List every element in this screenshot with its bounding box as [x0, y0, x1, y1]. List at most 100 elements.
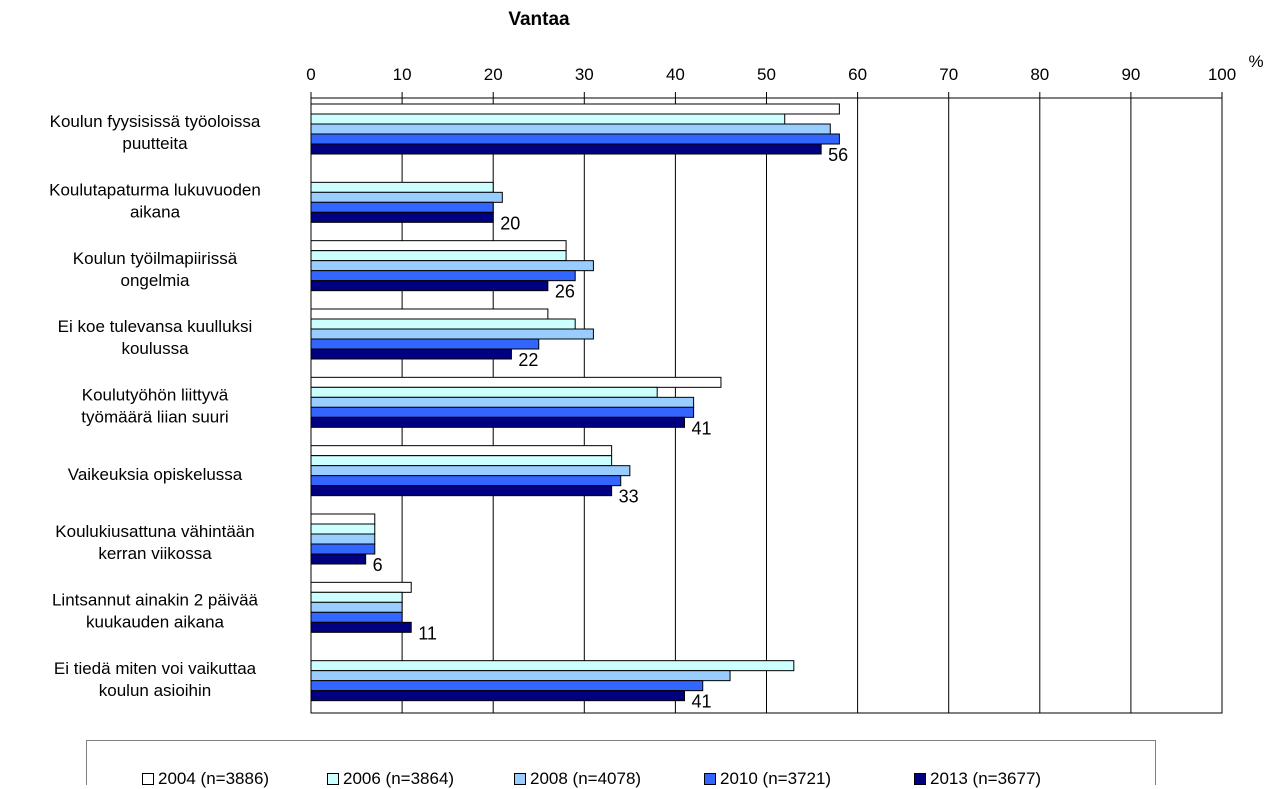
- category-label: aikana: [130, 203, 181, 222]
- legend-swatch: [327, 773, 339, 785]
- data-label: 41: [692, 418, 712, 438]
- category-label: kuukauden aikana: [86, 613, 225, 632]
- bar: [310, 348, 512, 360]
- bars: [310, 103, 840, 702]
- bar: [310, 660, 795, 672]
- category-label: koulun asioihin: [99, 681, 211, 700]
- bar: [310, 260, 594, 272]
- bar: [310, 113, 786, 125]
- bar: [310, 318, 576, 330]
- legend-swatch: [704, 773, 716, 785]
- bar: [310, 533, 376, 545]
- tick-label: 80: [1030, 65, 1049, 84]
- bar: [310, 211, 494, 223]
- legend-label: 2013 (n=3677): [930, 769, 1042, 788]
- bar: [310, 690, 686, 702]
- data-label: 26: [555, 282, 575, 302]
- tick-label: 20: [484, 65, 503, 84]
- bar: [310, 250, 567, 262]
- bar: [310, 465, 631, 477]
- category-labels: Koulun fyysisissä työoloissa puutteita Kou…: [49, 112, 261, 700]
- bar: [310, 386, 658, 398]
- bar: [310, 581, 412, 593]
- legend-item: 2006 (n=3864): [327, 769, 454, 789]
- tick-label: 60: [848, 65, 867, 84]
- category-label: Ei koe tulevansa kuulluksi: [58, 317, 253, 336]
- tick-label: 50: [757, 65, 776, 84]
- category-label: työmäärä liian suuri: [81, 408, 228, 427]
- tick-label: 100: [1208, 65, 1236, 84]
- bar: [310, 328, 594, 340]
- legend-label: 2006 (n=3864): [343, 769, 455, 788]
- tick-label: 10: [393, 65, 412, 84]
- data-label: 6: [373, 555, 383, 575]
- legend-item: 2008 (n=4078): [514, 769, 641, 789]
- bar: [310, 338, 540, 350]
- bar: [310, 670, 731, 682]
- category-label: Koulutyöhön liittyvä: [82, 386, 229, 405]
- category-label: kerran viikossa: [98, 544, 212, 563]
- plot-frame: [310, 97, 1223, 714]
- tick-label: 30: [575, 65, 594, 84]
- legend-swatch: [142, 773, 154, 785]
- unit-label: %: [1248, 52, 1263, 71]
- legend-swatch: [914, 773, 926, 785]
- bar: [310, 270, 576, 282]
- bar: [310, 280, 549, 292]
- bar: [310, 181, 494, 193]
- category-label: Koulutapaturma lukuvuoden: [49, 181, 261, 200]
- legend-swatch: [514, 773, 526, 785]
- data-label: 56: [828, 145, 848, 165]
- legend-item: 2004 (n=3886): [142, 769, 269, 789]
- data-label: 11: [418, 623, 437, 643]
- bar: [310, 621, 412, 633]
- category-label: ongelmia: [121, 271, 191, 290]
- category-label: Koulun fyysisissä työoloissa: [50, 112, 261, 131]
- data-label: 41: [692, 692, 712, 712]
- bar: [310, 513, 376, 525]
- bar: [310, 123, 831, 135]
- bar: [310, 523, 376, 535]
- bar: [310, 191, 503, 203]
- bar: [310, 591, 403, 603]
- legend-item: 2010 (n=3721): [704, 769, 831, 789]
- bar: [310, 201, 494, 213]
- bar: [310, 455, 613, 467]
- tick-label: 0: [306, 65, 315, 84]
- legend-item: 2013 (n=3677): [914, 769, 1041, 789]
- bar: [310, 143, 822, 155]
- category-label: Ei tiedä miten voi vaikuttaa: [54, 659, 257, 678]
- legend-label: 2008 (n=4078): [530, 769, 642, 788]
- data-label: 20: [500, 213, 520, 233]
- category-label: koulussa: [121, 339, 189, 358]
- category-label: Koulukiusattuna vähintään: [55, 522, 254, 541]
- tick-label: 90: [1121, 65, 1140, 84]
- bar: [310, 103, 840, 115]
- bar: [310, 133, 840, 145]
- bar: [310, 680, 704, 692]
- category-label: Lintsannut ainakin 2 päivää: [52, 591, 259, 610]
- data-label: 33: [619, 487, 639, 507]
- data-labels: 56 20 26 22 41 33 6 11 41: [373, 145, 849, 712]
- bar: [310, 611, 403, 623]
- bar: [310, 240, 567, 252]
- bar: [310, 308, 549, 320]
- bar: [310, 445, 613, 457]
- bar: [310, 553, 367, 565]
- bar: [310, 396, 695, 408]
- data-label: 22: [518, 350, 538, 370]
- bar: [310, 485, 613, 497]
- bar: [310, 416, 686, 428]
- category-label: Vaikeuksia opiskelussa: [68, 465, 243, 484]
- bar: [310, 376, 722, 388]
- tick-label: 70: [939, 65, 958, 84]
- category-label: puutteita: [122, 134, 188, 153]
- x-axis-ticks: 0 10 20 30 40 50 60 70 80 90 100: [306, 65, 1236, 98]
- bar: [310, 543, 376, 555]
- bar: [310, 406, 695, 418]
- chart-title: Vantaa: [508, 9, 570, 30]
- tick-label: 40: [666, 65, 685, 84]
- legend-label: 2004 (n=3886): [158, 769, 270, 788]
- category-label: Koulun työilmapiirissä: [73, 249, 238, 268]
